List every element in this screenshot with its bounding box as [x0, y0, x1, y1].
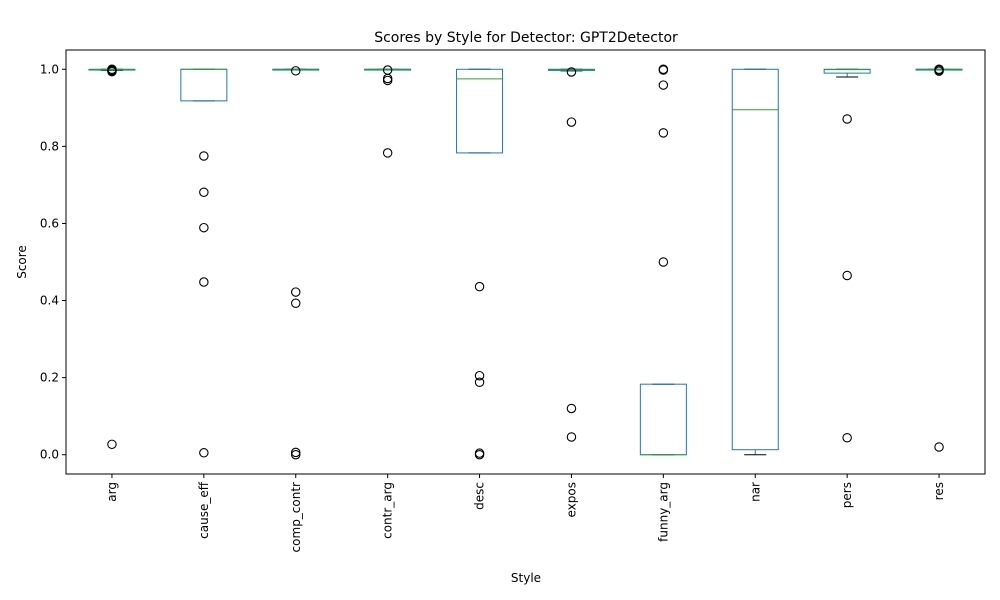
axes-frame	[65, 49, 986, 475]
outlier-point	[107, 64, 117, 75]
x-tick-label: contr_arg	[381, 482, 395, 539]
outlier-point	[290, 287, 301, 297]
outlier-point	[199, 448, 209, 458]
outlier-point	[290, 449, 301, 460]
interquartile-box	[456, 68, 504, 154]
box-group-contr_arg	[364, 65, 412, 158]
y-tick-label: 1.0	[40, 62, 59, 76]
outlier-point	[290, 447, 301, 458]
outlier-point	[934, 64, 944, 75]
box-group-pers	[823, 68, 871, 443]
outlier-point	[199, 277, 209, 287]
x-tick-label: pers	[840, 482, 854, 508]
x-tick-label: arg	[105, 482, 119, 502]
outlier-point	[290, 66, 301, 76]
interquartile-box	[731, 68, 779, 451]
plot-area: 0.0 0.2 0.4 0.6 0.8 1.0 arg cause_eff comp_contr…	[40, 62, 963, 552]
box-group-res	[915, 64, 963, 452]
outlier-point	[842, 433, 852, 443]
x-tick-label: desc	[473, 482, 487, 510]
x-tick-label: res	[932, 482, 946, 500]
outlier-point	[566, 67, 577, 77]
outlier-point	[199, 222, 209, 233]
outlier-point	[474, 377, 485, 388]
x-tick-label: nar	[748, 482, 762, 502]
x-axis-label: Style	[511, 571, 541, 585]
y-tick-label: 0.8	[40, 139, 59, 153]
outlier-point	[566, 432, 577, 442]
outlier-point	[842, 114, 852, 124]
outlier-point	[199, 187, 209, 197]
x-tick-label: funny_arg	[656, 482, 670, 542]
outlier-point	[658, 128, 669, 138]
box-group-comp_contr	[272, 66, 320, 460]
box-group-arg	[88, 64, 136, 450]
box-group-desc	[456, 68, 504, 460]
outlier-point	[382, 148, 393, 158]
outlier-point	[842, 270, 852, 281]
box-group-expos	[547, 67, 595, 442]
outlier-point	[658, 64, 669, 75]
outlier-point	[474, 449, 485, 460]
chart-title: Scores by Style for Detector: GPT2Detect…	[374, 30, 678, 46]
outlier-point	[566, 117, 577, 127]
y-tick-label: 0.4	[40, 294, 59, 308]
y-tick-label: 0.0	[40, 448, 59, 462]
outlier-point	[566, 403, 577, 414]
box-group-funny_arg	[639, 64, 687, 456]
box-group-cause_eff	[180, 68, 228, 458]
x-tick-label: comp_contr	[289, 482, 303, 552]
outlier-point	[658, 257, 669, 267]
outlier-point	[474, 281, 485, 292]
x-tick-label: cause_eff	[197, 481, 211, 539]
outlier-point	[934, 442, 944, 452]
outlier-point	[107, 439, 117, 450]
outlier-point	[290, 298, 301, 308]
outlier-point	[658, 80, 669, 90]
outlier-point	[382, 75, 393, 86]
y-tick-label: 0.2	[40, 371, 59, 385]
box-group-nar	[731, 68, 779, 456]
outlier-point	[199, 151, 209, 161]
y-axis-label: Score	[15, 245, 29, 279]
y-tick-label: 0.6	[40, 216, 59, 230]
outlier-point	[474, 370, 485, 381]
x-tick-label: expos	[564, 482, 578, 517]
